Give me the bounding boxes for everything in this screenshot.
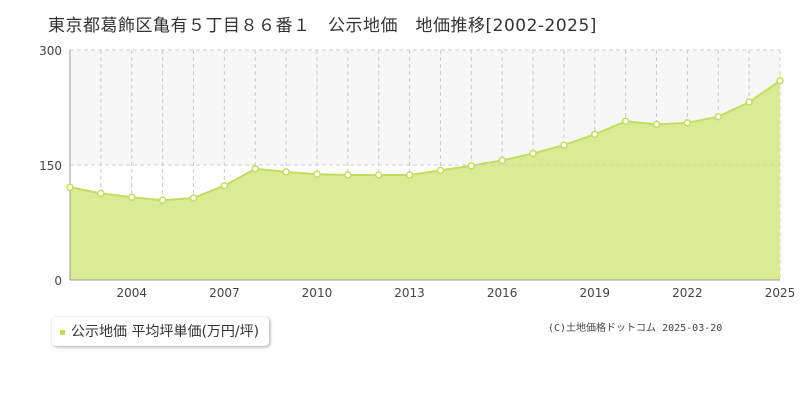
data-point-2015	[467, 162, 476, 170]
series-line	[69, 79, 781, 202]
legend-marker	[60, 329, 65, 335]
x-tick-label: 2025	[765, 286, 796, 300]
legend: 公示地価 平均坪単価(万円/坪)	[52, 317, 270, 346]
copyright-text: (C)土地価格ドットコム 2025-03-20	[548, 323, 723, 334]
data-point-2023	[714, 112, 723, 121]
x-tick-labels: 2004 2007 2010 2013 2016 2019 2022 2025	[116, 286, 795, 300]
y-tick-label: 300	[39, 44, 62, 58]
x-tick-label: 2022	[672, 286, 703, 300]
data-point-2017	[529, 149, 537, 158]
data-point-2025	[776, 76, 784, 85]
x-tick-label: 2016	[487, 286, 518, 300]
data-point-2006	[189, 194, 198, 202]
data-point-2008	[251, 165, 259, 173]
data-point-2019	[591, 130, 599, 139]
data-point-2011	[344, 171, 352, 179]
data-point-2014	[436, 166, 445, 175]
data-point-2003	[97, 189, 105, 198]
legend-label: 公示地価 平均坪単価(万円/坪)	[71, 324, 260, 340]
data-point-2007	[220, 181, 229, 190]
chart-title: 東京都葛飾区亀有５丁目８６番１ 公示地価 地価推移[2002-2025]	[48, 16, 597, 36]
data-point-2012	[374, 171, 383, 179]
x-tick-label: 2007	[209, 286, 240, 300]
x-tick-label: 2004	[116, 286, 147, 300]
series-area	[70, 80, 780, 281]
data-point-2024	[745, 98, 753, 106]
x-tick-label: 2013	[394, 286, 425, 300]
y-tick-labels: 0 150 300	[39, 44, 62, 288]
data-points	[66, 76, 784, 205]
data-point-2018	[560, 141, 568, 149]
data-point-2016	[498, 156, 506, 165]
data-point-2021	[652, 120, 661, 129]
x-tick-label: 2019	[580, 286, 611, 300]
axes	[69, 50, 780, 281]
data-point-2004	[127, 193, 136, 201]
data-point-2020	[621, 117, 630, 126]
data-point-2009	[282, 168, 290, 176]
y-tick-label: 0	[54, 274, 62, 288]
data-point-2002	[66, 183, 74, 191]
y-tick-label: 150	[39, 159, 62, 173]
data-point-2013	[405, 171, 414, 179]
data-point-2022	[683, 119, 692, 127]
horizontal-gridlines	[70, 49, 780, 166]
x-tick-label: 2010	[302, 286, 333, 300]
data-point-2010	[313, 170, 321, 178]
data-point-2005	[158, 196, 167, 205]
